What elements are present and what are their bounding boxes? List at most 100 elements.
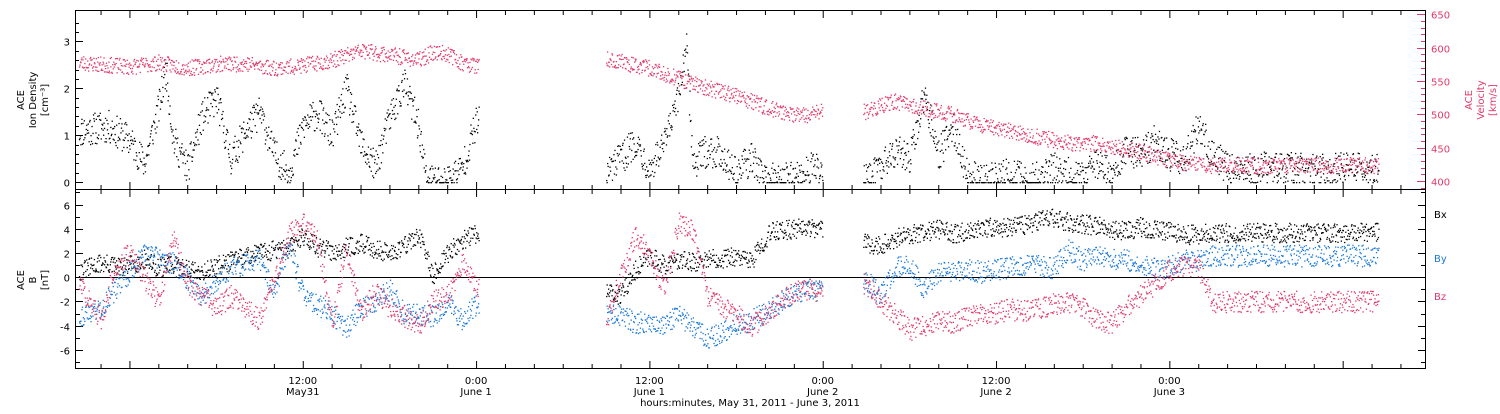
density-point	[1337, 180, 1338, 181]
density-point	[1248, 162, 1249, 163]
velocity-point	[877, 112, 878, 113]
density-point	[1256, 182, 1257, 183]
velocity-point	[1179, 161, 1180, 162]
density-point	[1133, 163, 1134, 164]
velocity-point	[707, 84, 708, 85]
velocity-point	[1164, 164, 1165, 165]
density-point	[1289, 155, 1290, 156]
velocity-point	[1112, 148, 1113, 149]
velocity-point	[479, 59, 480, 60]
velocity-point	[616, 67, 617, 68]
density-point	[630, 138, 631, 139]
density-point	[891, 149, 892, 150]
density-point	[959, 134, 960, 135]
density-point	[631, 161, 632, 162]
velocity-point	[267, 74, 268, 75]
density-point	[787, 166, 788, 167]
density-point	[1282, 169, 1283, 170]
density-point	[712, 151, 713, 152]
density-point	[1208, 158, 1209, 159]
velocity-point	[456, 54, 457, 55]
velocity-point	[1006, 135, 1007, 136]
velocity-point	[248, 69, 249, 70]
velocity-point	[1117, 152, 1118, 153]
velocity-point	[166, 71, 167, 72]
velocity-point	[699, 79, 700, 80]
density-point	[297, 154, 298, 155]
density-point	[1219, 147, 1220, 148]
density-point	[438, 169, 439, 170]
density-point	[1025, 173, 1026, 174]
density-point	[284, 150, 285, 151]
velocity-point	[1132, 146, 1133, 147]
density-point	[696, 156, 697, 157]
velocity-point	[1185, 163, 1186, 164]
velocity-point	[422, 52, 423, 53]
velocity-point	[1022, 138, 1023, 139]
velocity-point	[320, 66, 321, 67]
density-point	[1085, 167, 1086, 168]
velocity-point	[318, 62, 319, 63]
density-point	[1158, 138, 1159, 139]
density-point	[913, 142, 914, 143]
velocity-point	[1018, 126, 1019, 127]
velocity-point	[752, 94, 753, 95]
density-point	[787, 180, 788, 181]
density-point	[909, 171, 910, 172]
density-point	[651, 164, 652, 165]
velocity-point	[786, 109, 787, 110]
velocity-point	[1329, 172, 1330, 173]
velocity-point	[341, 54, 342, 55]
velocity-point	[1349, 159, 1350, 160]
velocity-point	[726, 95, 727, 96]
velocity-point	[1280, 163, 1281, 164]
velocity-point	[1074, 138, 1075, 139]
density-point	[1239, 178, 1240, 179]
density-point	[724, 159, 725, 160]
velocity-point	[136, 60, 137, 61]
density-point	[1257, 182, 1258, 183]
density-point	[96, 143, 97, 144]
density-point	[391, 118, 392, 119]
velocity-point	[227, 59, 228, 60]
density-point	[1206, 154, 1207, 155]
density-point	[766, 167, 767, 168]
velocity-point	[997, 133, 998, 134]
density-point	[1342, 182, 1343, 183]
velocity-point	[1068, 142, 1069, 143]
velocity-point	[822, 116, 823, 117]
density-point	[157, 105, 158, 106]
velocity-point	[995, 126, 996, 127]
velocity-point	[201, 71, 202, 72]
density-point	[762, 171, 763, 172]
density-point	[719, 146, 720, 147]
density-point	[877, 164, 878, 165]
density-point	[115, 134, 116, 135]
density-point	[1304, 182, 1305, 183]
density-point	[962, 156, 963, 157]
velocity-point	[194, 72, 195, 73]
density-point	[303, 120, 304, 121]
density-point	[234, 147, 235, 148]
density-point	[753, 163, 754, 164]
velocity-point	[1128, 149, 1129, 150]
density-point	[1308, 167, 1309, 168]
velocity-point	[236, 71, 237, 72]
velocity-point	[1255, 159, 1256, 160]
velocity-point	[1212, 157, 1213, 158]
density-point	[866, 164, 867, 165]
velocity-point	[1077, 142, 1078, 143]
velocity-point	[330, 58, 331, 59]
density-point	[1218, 147, 1219, 148]
velocity-point	[195, 59, 196, 60]
velocity-point	[668, 75, 669, 76]
density-point	[425, 170, 426, 171]
density-point	[617, 153, 618, 154]
velocity-point	[1194, 157, 1195, 158]
density-point	[627, 156, 628, 157]
velocity-point	[192, 74, 193, 75]
velocity-point	[222, 59, 223, 60]
density-point	[296, 140, 297, 141]
density-point	[957, 129, 958, 130]
